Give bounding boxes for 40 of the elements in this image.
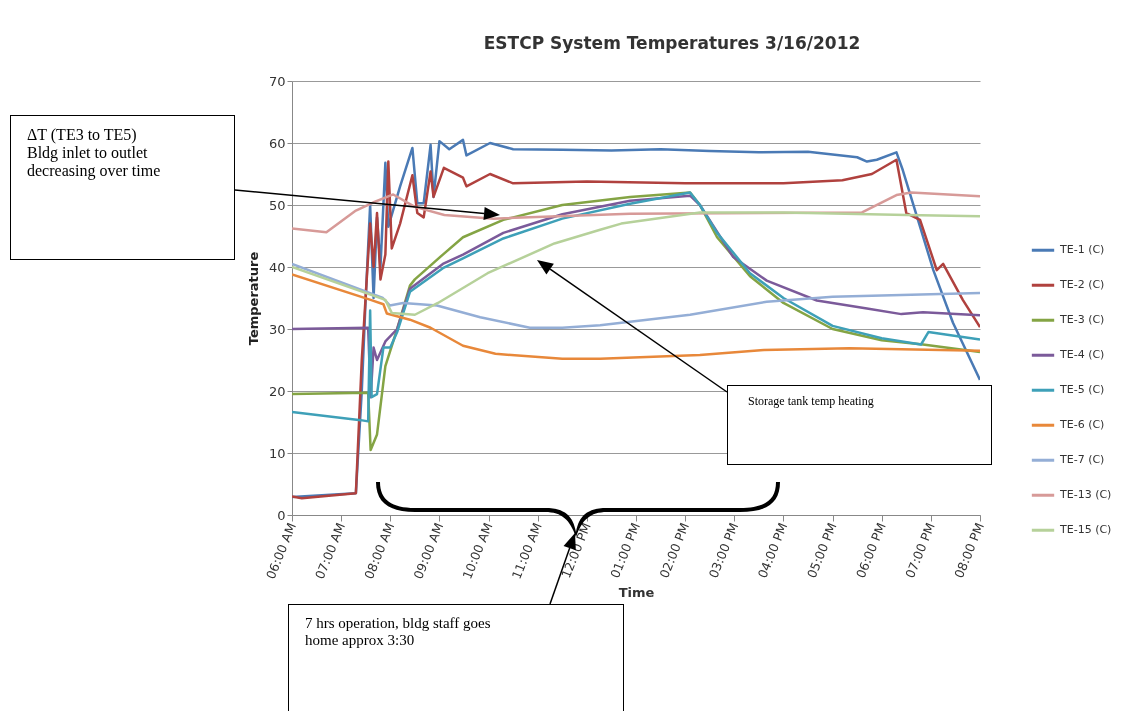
x-tick-label: 03:00 PM bbox=[705, 520, 742, 581]
text-box: ΔT (TE3 to TE5) Bldg inlet to outlet decreasing over time bbox=[10, 115, 235, 260]
legend-label: TE-6 (C) bbox=[1059, 418, 1105, 432]
x-tick-label: 07:00 AM bbox=[311, 520, 349, 582]
line-series bbox=[292, 273, 980, 361]
x-tick-label: 08:00 PM bbox=[951, 520, 987, 581]
y-tick-label: 10 bbox=[268, 445, 286, 461]
y-tick-label: 60 bbox=[268, 135, 286, 151]
text-box: 7 hrs operation, bldg staff goes home approx 3:30 bbox=[288, 604, 624, 711]
x-tick-label: 01:00 PM bbox=[607, 520, 643, 581]
x-tick-label: 09:00 AM bbox=[410, 520, 447, 582]
x-axis-title: Time bbox=[618, 584, 655, 600]
x-tick-label: 06:00 AM bbox=[262, 520, 299, 582]
legend-label: TE-1 (C) bbox=[1059, 243, 1105, 257]
x-tick-label: 02:00 PM bbox=[656, 520, 693, 581]
x-tick-label: 05:00 PM bbox=[803, 520, 840, 581]
y-tick-label: 40 bbox=[268, 259, 286, 275]
y-tick-label: 0 bbox=[277, 507, 286, 523]
x-tick-label: 04:00 PM bbox=[754, 520, 791, 581]
legend-label: TE-4 (C) bbox=[1059, 348, 1105, 362]
y-tick-label: 50 bbox=[268, 197, 286, 213]
legend-label: TE-15 (C) bbox=[1059, 523, 1112, 537]
x-tick-label: 10:00 AM bbox=[459, 520, 496, 582]
x-tick-label: 07:00 PM bbox=[902, 520, 938, 581]
y-tick-label: 70 bbox=[268, 73, 286, 89]
legend-label: TE-13 (C) bbox=[1059, 488, 1112, 502]
text-box: Storage tank temp heating bbox=[727, 385, 992, 465]
legend-label: TE-3 (C) bbox=[1059, 313, 1105, 327]
legend-label: TE-5 (C) bbox=[1059, 383, 1105, 397]
legend-label: TE-2 (C) bbox=[1059, 278, 1105, 292]
line-series bbox=[292, 211, 980, 316]
x-tick-label: 08:00 AM bbox=[361, 520, 398, 582]
x-tick-label: 11:00 AM bbox=[508, 520, 545, 582]
legend-label: TE-7 (C) bbox=[1059, 453, 1105, 467]
y-tick-label: 30 bbox=[268, 321, 286, 337]
x-tick-label: 06:00 PM bbox=[852, 520, 889, 581]
line-series bbox=[292, 262, 980, 330]
y-tick-label: 20 bbox=[268, 383, 286, 399]
chart-title: ESTCP System Temperatures 3/16/2012 bbox=[483, 33, 861, 53]
y-axis-title: Temperature bbox=[245, 251, 261, 346]
